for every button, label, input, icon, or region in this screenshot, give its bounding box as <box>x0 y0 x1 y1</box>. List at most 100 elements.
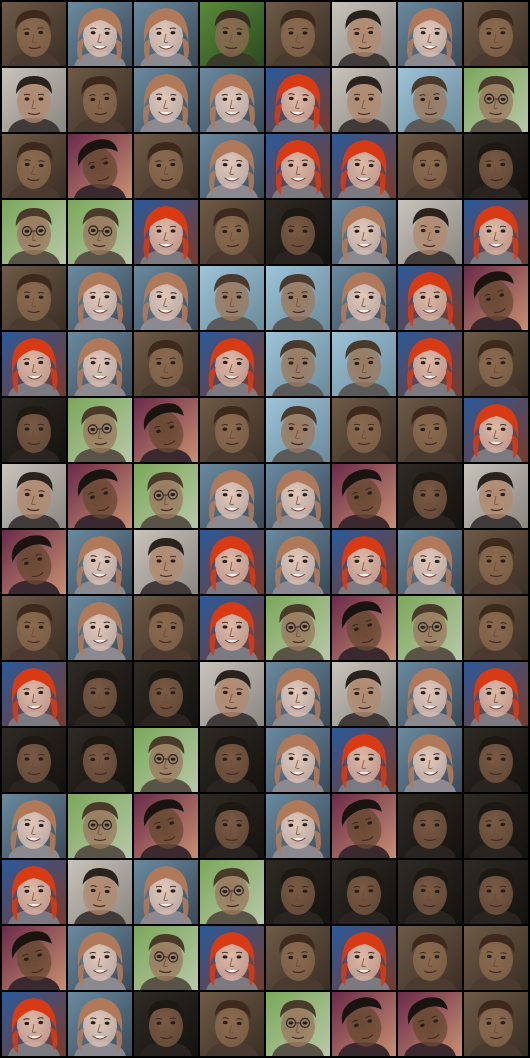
face-icon <box>200 530 264 594</box>
face-tile <box>332 596 396 660</box>
face-icon <box>464 68 528 132</box>
face-tile <box>266 992 330 1056</box>
face-tile <box>398 398 462 462</box>
face-tile <box>134 68 198 132</box>
face-icon <box>2 134 66 198</box>
face-tile <box>68 860 132 924</box>
face-tile <box>464 200 528 264</box>
face-tile <box>398 200 462 264</box>
face-icon <box>464 398 528 462</box>
face-tile <box>464 2 528 66</box>
face-tile <box>134 926 198 990</box>
face-icon <box>2 68 66 132</box>
face-tile <box>134 332 198 396</box>
face-tile <box>398 2 462 66</box>
face-icon <box>464 266 528 330</box>
face-tile <box>332 662 396 726</box>
face-tile <box>398 134 462 198</box>
face-tile <box>68 68 132 132</box>
face-icon <box>266 398 330 462</box>
face-icon <box>266 68 330 132</box>
face-icon <box>464 332 528 396</box>
face-tile <box>68 794 132 858</box>
face-tile <box>68 464 132 528</box>
face-icon <box>134 134 198 198</box>
face-icon <box>332 2 396 66</box>
face-tile <box>68 926 132 990</box>
face-tile <box>68 530 132 594</box>
face-tile <box>464 266 528 330</box>
face-tile <box>2 2 66 66</box>
face-icon <box>464 860 528 924</box>
face-icon <box>398 464 462 528</box>
face-icon <box>398 596 462 660</box>
face-tile <box>398 332 462 396</box>
face-icon <box>200 2 264 66</box>
face-tile <box>2 992 66 1056</box>
face-tile <box>2 728 66 792</box>
face-icon <box>266 134 330 198</box>
face-tile <box>200 530 264 594</box>
face-icon <box>200 860 264 924</box>
face-tile <box>266 68 330 132</box>
face-tile <box>134 992 198 1056</box>
face-icon <box>68 464 132 528</box>
face-tile <box>2 662 66 726</box>
face-tile <box>398 926 462 990</box>
face-icon <box>68 2 132 66</box>
face-tile <box>2 332 66 396</box>
face-tile <box>2 266 66 330</box>
face-tile <box>200 992 264 1056</box>
face-tile <box>266 860 330 924</box>
face-tile <box>464 332 528 396</box>
face-tile <box>68 134 132 198</box>
face-icon <box>464 200 528 264</box>
face-tile <box>2 860 66 924</box>
face-tile <box>464 662 528 726</box>
face-tile <box>398 860 462 924</box>
face-tile <box>2 794 66 858</box>
face-icon <box>266 332 330 396</box>
face-tile <box>266 530 330 594</box>
face-icon <box>68 992 132 1056</box>
face-icon <box>2 794 66 858</box>
face-icon <box>266 728 330 792</box>
face-icon <box>398 530 462 594</box>
face-icon <box>68 332 132 396</box>
face-icon <box>68 794 132 858</box>
face-tile <box>68 398 132 462</box>
face-tile <box>398 662 462 726</box>
face-icon <box>464 926 528 990</box>
face-icon <box>134 860 198 924</box>
face-tile <box>2 926 66 990</box>
face-tile <box>266 398 330 462</box>
face-tile <box>200 860 264 924</box>
face-tile <box>68 662 132 726</box>
face-icon <box>464 596 528 660</box>
face-tile <box>200 332 264 396</box>
face-tile <box>464 134 528 198</box>
face-tile <box>266 464 330 528</box>
face-icon <box>332 332 396 396</box>
face-icon <box>332 596 396 660</box>
face-tile <box>134 860 198 924</box>
face-icon <box>398 662 462 726</box>
face-tile <box>68 2 132 66</box>
face-icon <box>200 794 264 858</box>
face-tile <box>398 530 462 594</box>
face-icon <box>398 332 462 396</box>
face-icon <box>398 2 462 66</box>
face-icon <box>332 860 396 924</box>
face-tile <box>266 662 330 726</box>
face-icon <box>134 530 198 594</box>
face-icon <box>398 926 462 990</box>
face-icon <box>134 926 198 990</box>
face-tile <box>134 794 198 858</box>
face-icon <box>464 728 528 792</box>
face-tile <box>134 398 198 462</box>
face-tile <box>134 2 198 66</box>
face-icon <box>134 728 198 792</box>
face-icon <box>266 530 330 594</box>
face-icon <box>332 68 396 132</box>
face-tile <box>134 134 198 198</box>
